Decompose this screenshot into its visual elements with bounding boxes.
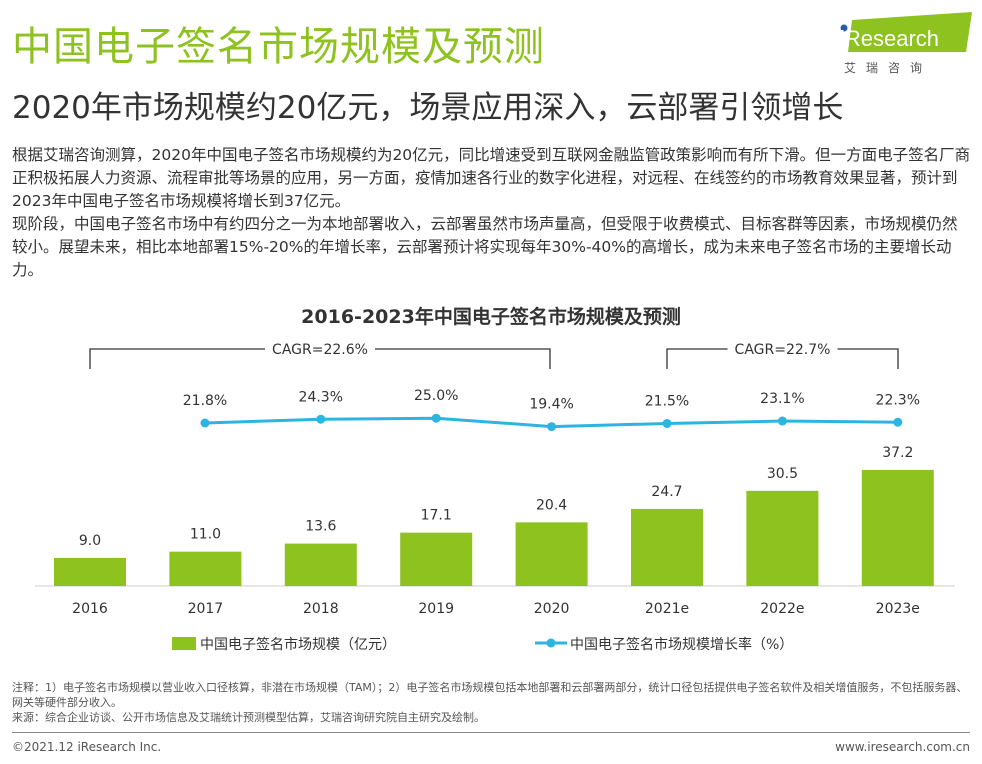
bar <box>400 532 473 586</box>
x-tick-label: 2023e <box>876 601 920 617</box>
bar <box>746 490 819 586</box>
growth-point <box>200 418 210 428</box>
page-subtitle: 2020年市场规模约20亿元，场景应用深入，云部署引领增长 <box>12 90 844 126</box>
svg-text:艾瑞咨询: 艾瑞咨询 <box>844 60 932 75</box>
growth-point <box>893 417 903 427</box>
growth-point <box>777 416 787 426</box>
growth-label: 23.1% <box>760 391 804 407</box>
footer-divider <box>12 732 970 733</box>
x-tick-label: 2021e <box>645 601 689 617</box>
bar <box>631 508 703 586</box>
legend-line-label: 中国电子签名市场规模增长率（%） <box>570 636 793 653</box>
growth-label: 19.4% <box>529 397 573 413</box>
page-title: 中国电子签名市场规模及预测 <box>12 24 545 70</box>
growth-label: 25.0% <box>414 388 458 404</box>
bar-label: 37.2 <box>882 445 913 461</box>
bar-label: 9.0 <box>79 533 101 549</box>
website-url: www.iresearch.com.cn <box>835 740 970 754</box>
cagr-label: CAGR=22.7% <box>735 342 831 358</box>
cagr-label-bg <box>727 339 838 359</box>
chart-title: 2016-2023年中国电子签名市场规模及预测 <box>301 306 681 328</box>
copyright: ©2021.12 iResearch Inc. <box>12 740 162 754</box>
source-text: 来源：综合企业访谈、公开市场信息及艾瑞统计预测模型估算，艾瑞咨询研究院自主研究及… <box>12 711 485 724</box>
x-tick-label: 2018 <box>303 601 339 617</box>
cagr-label: CAGR=22.6% <box>272 342 368 358</box>
bar <box>861 469 934 586</box>
growth-label: 21.8% <box>183 393 227 409</box>
svg-text:iResearch: iResearch <box>840 26 939 51</box>
legend-line-marker <box>546 638 556 648</box>
x-tick-label: 2017 <box>188 601 224 617</box>
bar <box>54 557 126 586</box>
logo-graphic: iResearch 艾瑞咨询 <box>840 12 972 75</box>
growth-label: 24.3% <box>299 389 343 405</box>
body-text: 根据艾瑞咨询测算，2020年中国电子签名市场规模约为20亿元，同比增速受到互联网… <box>12 144 972 282</box>
growth-point <box>547 422 557 432</box>
bar <box>515 522 588 586</box>
bar <box>169 551 242 586</box>
bar-label: 30.5 <box>767 466 798 482</box>
chart: 9.0 2016 11.0 2017 13.6 2018 17.1 2019 20.4 2020 2… <box>35 339 955 653</box>
x-tick-label: 2020 <box>534 601 570 617</box>
bar-label: 20.4 <box>536 497 567 513</box>
x-tick-label: 2019 <box>418 601 454 617</box>
growth-label: 21.5% <box>645 393 689 409</box>
bar-label: 24.7 <box>651 484 682 500</box>
bar-label: 11.0 <box>190 527 221 543</box>
legend-bar-swatch <box>172 637 196 650</box>
bar-label: 17.1 <box>421 508 452 524</box>
note-text: 注释：1）电子签名市场规模以营业收入口径核算，非潜在市场规模（TAM）；2）电子… <box>12 681 968 709</box>
cagr-label-bg <box>265 339 375 359</box>
growth-point <box>662 418 672 428</box>
paragraph: 现阶段，中国电子签名市场中有约四分之一为本地部署收入，云部署虽然市场声量高，但受… <box>12 215 958 279</box>
growth-point <box>431 413 441 423</box>
iresearch-logo: iResearch 艾瑞咨询 <box>838 12 974 76</box>
x-tick-label: 2022e <box>760 601 804 617</box>
growth-label: 22.3% <box>876 392 920 408</box>
notes: 注释：1）电子签名市场规模以营业收入口径核算，非潜在市场规模（TAM）；2）电子… <box>12 680 977 725</box>
paragraph: 根据艾瑞咨询测算，2020年中国电子签名市场规模约为20亿元，同比增速受到互联网… <box>12 146 971 210</box>
growth-point <box>316 414 326 424</box>
bar-label: 13.6 <box>305 519 336 535</box>
legend-bar-label: 中国电子签名市场规模（亿元） <box>200 636 396 653</box>
x-tick-label: 2016 <box>72 601 108 617</box>
bar <box>284 543 357 586</box>
